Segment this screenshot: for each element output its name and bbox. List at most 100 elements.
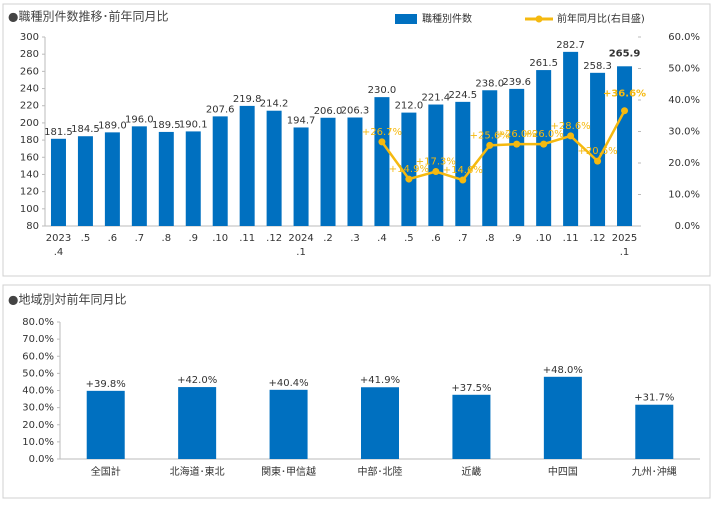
y-tick-label: 100 [20, 204, 39, 215]
y-tick-label: 280 [20, 49, 39, 60]
bar [239, 105, 255, 226]
x-tick-label: .8 [485, 233, 495, 244]
y-tick-label: 40.0% [22, 386, 54, 397]
bar [543, 376, 582, 459]
x-tick-label: .10 [536, 233, 552, 244]
bar [635, 404, 674, 459]
y-tick-label: 200 [20, 118, 39, 129]
data-label: 212.0 [395, 101, 424, 112]
y-tick-label: 140 [20, 169, 39, 180]
bar [50, 138, 66, 226]
bar [590, 72, 606, 226]
bar [77, 136, 93, 226]
x-tick-label: .7 [135, 233, 145, 244]
marker [513, 140, 521, 148]
marker [567, 132, 575, 140]
y-tick-label: 160 [20, 152, 39, 163]
y2-tick-label: 40.0% [668, 95, 700, 106]
bar [347, 117, 363, 226]
x-tick-label: 2025.1 [612, 233, 637, 258]
marker [432, 168, 440, 176]
bar [361, 387, 399, 459]
y-tick-label: 120 [20, 187, 39, 198]
bar [320, 117, 336, 226]
data-label: 221.4 [422, 93, 451, 104]
marker [486, 141, 494, 149]
data-label: 230.0 [368, 85, 397, 96]
bar [536, 70, 552, 226]
line-label: +20.6% [577, 146, 617, 157]
line-label: +28.6% [551, 121, 591, 132]
marker [621, 107, 629, 115]
y2-tick-label: 50.0% [668, 64, 700, 75]
y-tick-label: 70.0% [22, 334, 54, 345]
y2-tick-label: 60.0% [668, 32, 700, 43]
x-tick-label: .11 [239, 233, 255, 244]
y-tick-label: 240 [20, 84, 39, 95]
data-label: 265.9 [609, 48, 641, 59]
data-label: 238.0 [475, 78, 504, 89]
data-label: 282.7 [556, 40, 585, 51]
line-label: +36.6% [603, 89, 646, 100]
bar [131, 126, 147, 226]
data-label: 258.3 [583, 61, 612, 72]
chart-title: ●職種別件数推移･前年同月比 [8, 9, 168, 24]
y-tick-label: 220 [20, 101, 39, 112]
bar [212, 116, 228, 226]
line [380, 110, 626, 182]
x-tick-label: .10 [212, 233, 228, 244]
x-tick-label: 関東･甲信越 [261, 465, 316, 478]
marker [405, 175, 413, 183]
y-tick-label: 10.0% [22, 437, 54, 448]
bar [158, 131, 174, 226]
bar [455, 101, 471, 226]
bar [86, 390, 125, 459]
legend-swatch [395, 14, 417, 24]
y2-tick-label: 0.0% [675, 221, 700, 232]
chart-title: ●地域別対前年同月比 [8, 292, 126, 307]
y-tick-label: 50.0% [22, 368, 54, 379]
data-label: 184.5 [71, 124, 100, 135]
bar [269, 389, 308, 459]
x-tick-label: .2 [323, 233, 333, 244]
y-tick-label: 300 [20, 32, 39, 43]
marker [540, 140, 548, 148]
data-label: 196.0 [125, 114, 154, 125]
data-label: +41.9% [360, 375, 400, 386]
bar [104, 132, 120, 226]
y-tick-label: 20.0% [22, 420, 54, 431]
data-label: +48.0% [543, 365, 583, 376]
x-tick-label: 2024.1 [288, 233, 313, 258]
line-label: +26.0% [497, 129, 537, 140]
data-label: +39.8% [86, 379, 126, 390]
line-label: +14.9% [389, 164, 429, 175]
x-tick-label: 中四国 [548, 465, 578, 478]
x-tick-label: .9 [188, 233, 198, 244]
legend-label: 職種別件数 [422, 12, 472, 25]
data-label: +42.0% [177, 375, 217, 386]
marker [378, 138, 386, 146]
data-label: 189.5 [152, 120, 181, 131]
data-label: +37.5% [451, 383, 491, 394]
data-label: 194.7 [287, 115, 316, 126]
x-tick-label: .6 [431, 233, 441, 244]
data-label: 206.3 [341, 105, 370, 116]
data-label: 206.0 [314, 106, 343, 117]
y-tick-label: 30.0% [22, 403, 54, 414]
bar [266, 110, 282, 226]
data-label: 214.2 [260, 99, 289, 110]
data-label: 189.0 [98, 120, 127, 131]
x-tick-label: .5 [404, 233, 414, 244]
x-tick-label: .11 [563, 233, 579, 244]
x-tick-label: .5 [81, 233, 91, 244]
x-tick-label: .7 [458, 233, 468, 244]
x-tick-label: .6 [108, 233, 118, 244]
line-label: +14.6% [443, 165, 483, 176]
bar [185, 131, 201, 226]
y2-tick-label: 10.0% [668, 190, 700, 201]
line-label: +17.3% [416, 157, 456, 168]
legend-swatch [535, 15, 543, 23]
marker [459, 176, 467, 184]
y-tick-label: 180 [20, 135, 39, 146]
